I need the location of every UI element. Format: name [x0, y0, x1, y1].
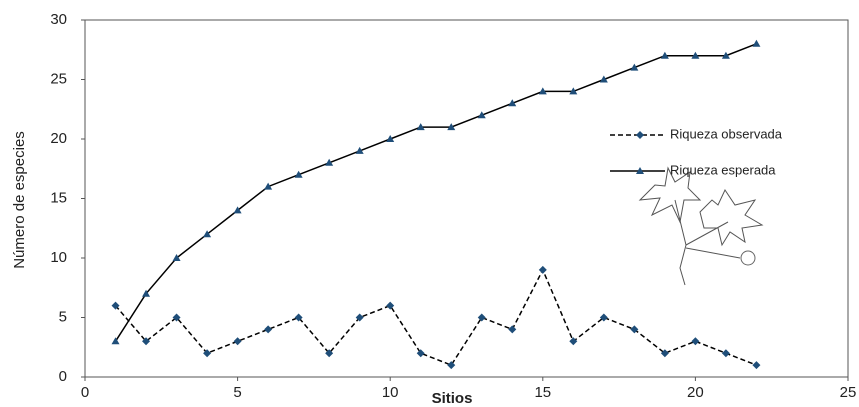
y-tick-label: 10 — [50, 249, 67, 266]
y-tick-label: 30 — [50, 11, 67, 28]
marker-diamond — [264, 325, 272, 333]
marker-diamond — [386, 302, 394, 310]
marker-diamond — [417, 349, 425, 357]
y-tick-label: 20 — [50, 130, 67, 147]
marker-diamond — [539, 266, 547, 274]
x-tick-label: 0 — [81, 384, 89, 401]
x-axis-title: Sitios — [432, 390, 473, 407]
plot-frame — [85, 20, 848, 377]
y-tick-label: 0 — [59, 368, 67, 385]
marker-diamond — [722, 349, 730, 357]
marker-diamond — [234, 337, 242, 345]
marker-diamond — [447, 361, 455, 369]
legend-label: Riqueza observada — [670, 126, 783, 141]
marker-diamond — [752, 361, 760, 369]
x-tick-label: 25 — [840, 384, 857, 401]
chart: Sitios Número de especies 0 5 10 15 20 25 30 0 5… — [0, 0, 859, 407]
x-tick-label: 10 — [382, 384, 399, 401]
marker-diamond — [478, 314, 486, 322]
y-axis-title: Número de especies — [11, 131, 28, 269]
legend-label: Riqueza esperada — [670, 162, 776, 177]
x-tick-label: 15 — [534, 384, 551, 401]
y-tick-label: 25 — [50, 70, 67, 87]
y-tick-label: 15 — [50, 189, 67, 206]
x-tick-label: 20 — [687, 384, 704, 401]
x-tick-label: 5 — [233, 384, 241, 401]
marker-triangle — [112, 337, 120, 344]
series-line — [116, 44, 757, 342]
marker-triangle — [752, 40, 760, 47]
series-line — [116, 270, 757, 365]
y-tick-label: 5 — [59, 308, 67, 325]
leaf-illustration — [640, 168, 762, 285]
marker-diamond — [636, 131, 644, 139]
marker-diamond — [691, 337, 699, 345]
marker-diamond — [508, 325, 516, 333]
